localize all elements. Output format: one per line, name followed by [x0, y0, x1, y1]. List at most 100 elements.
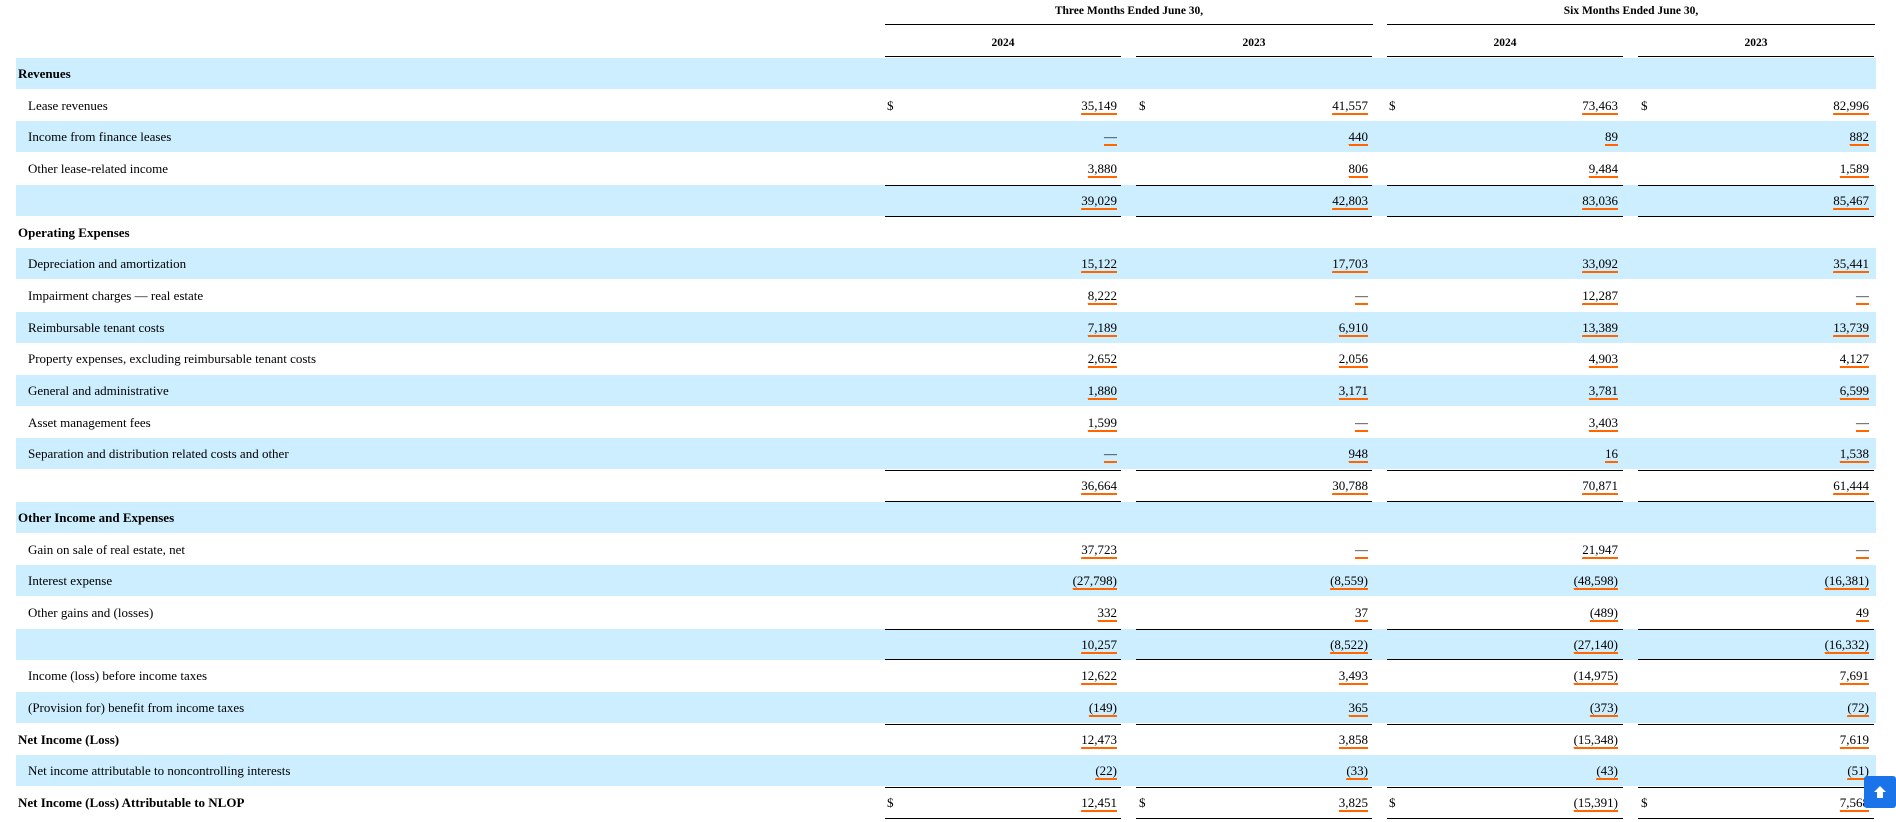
value-text: (72): [1847, 700, 1869, 717]
subtotal-rule: [1136, 184, 1372, 186]
value-cell: 440: [1218, 121, 1368, 152]
value-text: 42,803: [1332, 192, 1368, 210]
table-row: Net Income (Loss): [16, 724, 1876, 755]
value-text: 1,880: [1087, 383, 1117, 400]
value-cell: (8,522): [1218, 629, 1368, 660]
table-row: Other Income and Expenses: [16, 501, 1876, 533]
value-text: 1,538: [1839, 446, 1869, 464]
line-item-label: Impairment charges — real estate: [28, 287, 204, 303]
value-text: 39,029: [1081, 192, 1117, 210]
value-text: (22): [1095, 763, 1117, 781]
subtotal-rule: [1136, 628, 1372, 630]
value-cell: 33,092: [1468, 248, 1618, 279]
subtotal-rule: [1387, 628, 1623, 630]
value-text: 332: [1097, 604, 1117, 622]
value-cell: —: [1218, 534, 1368, 565]
value-text: 3,825: [1338, 795, 1368, 813]
value-text: (15,391): [1573, 795, 1618, 813]
subtotal-rule: [1136, 787, 1372, 789]
value-cell: 85,467: [1719, 185, 1869, 216]
value-cell: —: [1218, 407, 1368, 438]
table-row: Income (loss) before income taxes: [16, 660, 1876, 691]
subtotal-rule: [1387, 787, 1623, 789]
value-text: (43): [1596, 763, 1618, 781]
header-year-rule: [885, 56, 1121, 57]
value-text: 7,619: [1839, 731, 1869, 749]
currency-symbol: $: [1641, 97, 1648, 113]
value-text: —: [1355, 541, 1368, 559]
value-cell: 332: [967, 597, 1117, 628]
value-text: 15,122: [1081, 256, 1117, 274]
value-cell: 3,880: [967, 153, 1117, 184]
value-cell: 39,029: [967, 185, 1117, 216]
value-cell: (48,598): [1468, 565, 1618, 596]
value-cell: 6,910: [1218, 312, 1368, 343]
value-cell: 17,703: [1218, 248, 1368, 279]
subtotal-rule: [885, 787, 1121, 789]
value-cell: 49: [1719, 597, 1869, 628]
scroll-to-top-button[interactable]: [1864, 776, 1896, 808]
subtotal-rule: [1136, 470, 1372, 472]
line-item-label: Interest expense: [28, 573, 113, 589]
table-row: [16, 184, 1876, 216]
currency-symbol: $: [887, 795, 894, 811]
value-cell: 13,739: [1719, 312, 1869, 343]
value-text: 41,557: [1332, 97, 1368, 115]
table-row: Interest expense: [16, 565, 1876, 597]
value-cell: 12,451: [967, 787, 1117, 818]
value-text: 13,389: [1582, 319, 1618, 337]
subtotal-rule: [1638, 184, 1874, 186]
table-row: [16, 628, 1876, 660]
value-cell: 3,781: [1468, 375, 1618, 406]
line-item-label: Lease revenues: [28, 97, 108, 113]
value-text: (14,975): [1573, 668, 1618, 686]
line-item-label: Gain on sale of real estate, net: [28, 541, 186, 557]
line-item-label: Reimbursable tenant costs: [28, 319, 165, 335]
value-cell: 9,484: [1468, 153, 1618, 184]
value-cell: 21,947: [1468, 534, 1618, 565]
value-text: 89: [1605, 129, 1618, 147]
total-rule: [1136, 659, 1372, 661]
value-cell: 61,444: [1719, 470, 1869, 501]
value-cell: 35,149: [967, 90, 1117, 121]
value-cell: 37,723: [967, 534, 1117, 565]
header-year-rule: [1638, 56, 1874, 57]
value-cell: 12,287: [1468, 280, 1618, 311]
subtotal-rule: [885, 723, 1121, 725]
value-text: 61,444: [1833, 478, 1869, 496]
total-rule: [1387, 659, 1623, 661]
value-text: 3,403: [1588, 414, 1618, 432]
value-text: (8,522): [1330, 636, 1368, 654]
value-cell: 12,473: [967, 724, 1117, 755]
line-item-label: Other gains and (losses): [28, 604, 154, 620]
currency-symbol: $: [1389, 795, 1396, 811]
value-cell: 882: [1719, 121, 1869, 152]
total-rule: [1638, 215, 1874, 217]
value-text: —: [1856, 287, 1869, 305]
value-text: (27,140): [1573, 636, 1618, 654]
table-row: (Provision for) benefit from income taxe…: [16, 692, 1876, 723]
value-cell: 8,222: [967, 280, 1117, 311]
value-text: 3,781: [1588, 383, 1618, 400]
line-item-label: Depreciation and amortization: [28, 256, 187, 272]
value-cell: (489): [1468, 597, 1618, 628]
header-year: 2023: [1242, 37, 1266, 49]
value-text: 9,484: [1588, 161, 1618, 179]
value-cell: (8,559): [1218, 565, 1368, 596]
line-item-label: General and administrative: [28, 383, 169, 398]
total-rule: [1387, 500, 1623, 502]
value-text: 17,703: [1332, 256, 1368, 274]
value-cell: 10,257: [967, 629, 1117, 660]
value-text: 30,788: [1332, 478, 1368, 496]
section-label: Net Income (Loss): [18, 731, 120, 747]
currency-symbol: $: [1641, 795, 1648, 811]
value-text: 3,880: [1087, 161, 1117, 179]
value-text: 3,493: [1338, 668, 1368, 686]
value-text: 85,467: [1833, 192, 1869, 210]
value-cell: 15,122: [967, 248, 1117, 279]
value-text: (48,598): [1573, 573, 1618, 591]
value-text: 35,441: [1833, 256, 1869, 274]
value-text: 440: [1348, 129, 1368, 147]
table-row: Reimbursable tenant costs: [16, 311, 1876, 343]
value-cell: 2,056: [1218, 343, 1368, 374]
